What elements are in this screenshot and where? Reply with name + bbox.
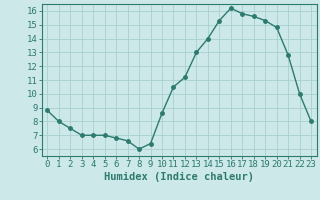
X-axis label: Humidex (Indice chaleur): Humidex (Indice chaleur) [104, 172, 254, 182]
